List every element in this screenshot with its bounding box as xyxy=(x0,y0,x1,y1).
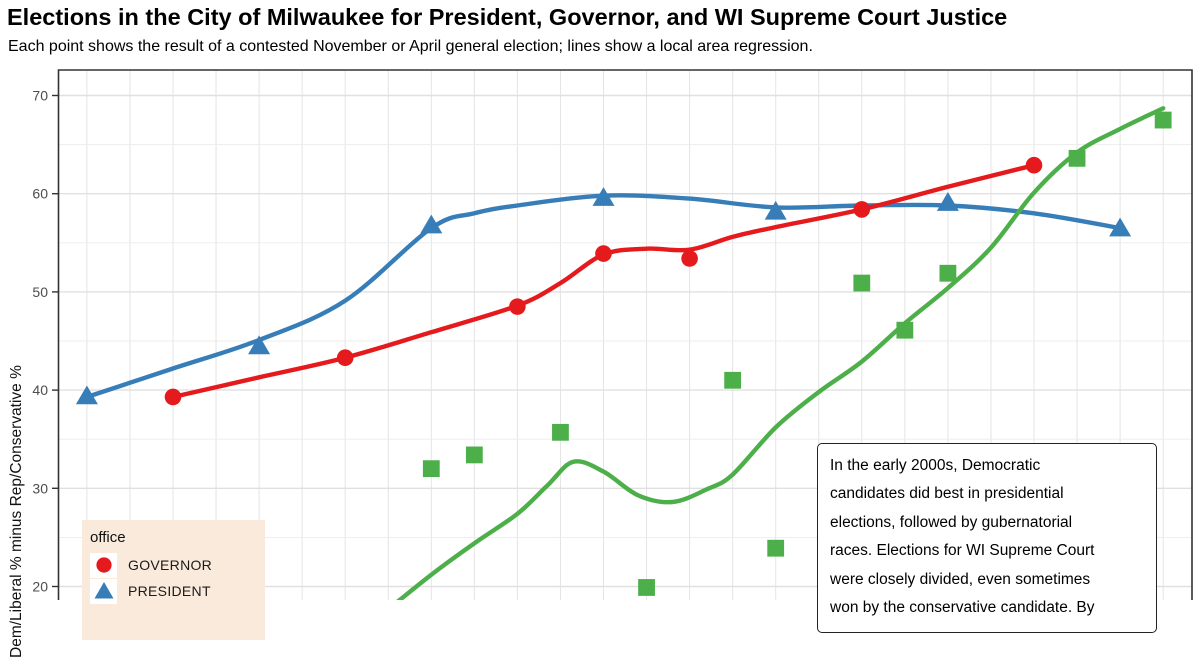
legend-item-president: PRESIDENT xyxy=(90,578,265,604)
y-axis-ticks: 70 60 50 40 30 20 xyxy=(32,88,59,595)
trend-line-wi-supreme-court-justice xyxy=(396,106,1166,600)
triangle-marker-icon xyxy=(90,578,117,604)
y-tick-label: 40 xyxy=(32,382,48,398)
circle-marker-icon xyxy=(90,552,117,578)
panel-border xyxy=(57,69,1193,600)
legend-title: office xyxy=(90,529,126,546)
points-president xyxy=(75,187,1132,405)
y-axis-label: Dem/Liberal % minus Rep/Conservative % xyxy=(8,365,25,658)
legend-item-label: PRESIDENT xyxy=(128,583,211,599)
y-tick-label: 60 xyxy=(32,186,48,202)
y-tick-label: 30 xyxy=(32,480,48,496)
chart-title: Elections in the City of Milwaukee for P… xyxy=(7,4,1008,30)
points-governor xyxy=(164,156,1043,406)
y-tick-label: 20 xyxy=(32,579,48,595)
legend-item-label: GOVERNOR xyxy=(128,557,213,573)
y-tick-label: 70 xyxy=(32,88,48,104)
chart-subtitle: Each point shows the result of a contest… xyxy=(8,38,813,55)
annotation-box: In the early 2000s, Democratic candidate… xyxy=(817,443,1157,633)
legend-item-governor: GOVERNOR xyxy=(90,552,265,578)
legend-box: office GOVERNOR PRESIDENT xyxy=(82,520,265,640)
y-tick-label: 50 xyxy=(32,284,48,300)
points-wi-supreme-court-justice xyxy=(422,111,1172,596)
